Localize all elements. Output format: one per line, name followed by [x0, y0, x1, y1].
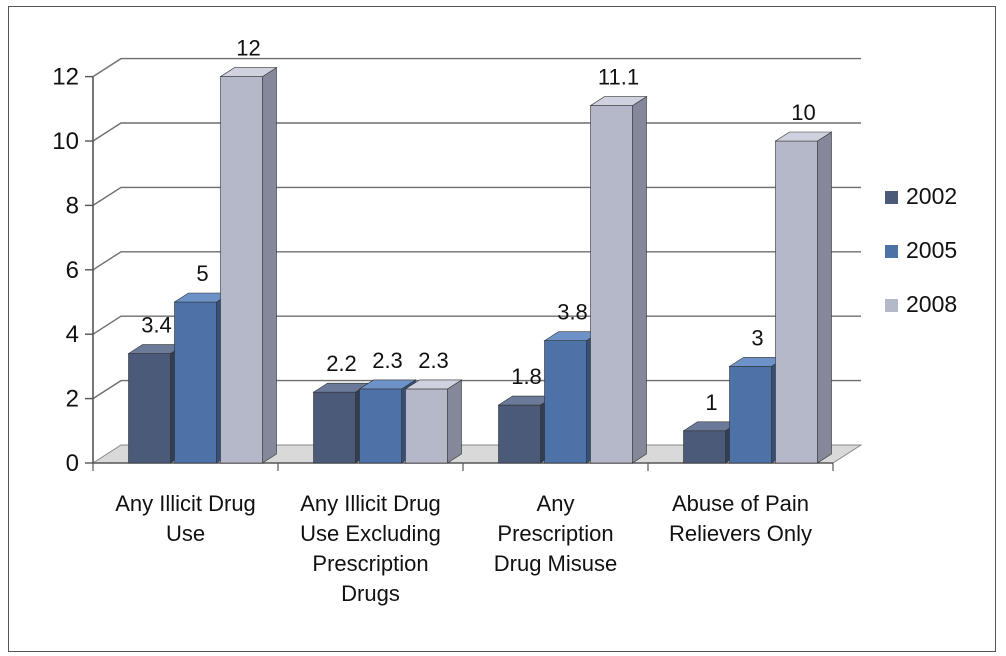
bar-top	[589, 96, 648, 106]
bar-2008-1	[404, 379, 463, 464]
y-tick-label: 12	[52, 64, 79, 91]
legend-swatch	[885, 191, 898, 204]
legend-item-2005: 2005	[885, 237, 957, 263]
y-tick-label: 0	[66, 450, 79, 477]
bar-front	[128, 353, 171, 464]
x-axis-categories: Any Illicit Drug Use Any Illicit Drug Use E…	[92, 463, 834, 606]
data-label: 5	[196, 261, 208, 286]
y-tick-label: 10	[52, 128, 79, 155]
data-label: 3.8	[557, 300, 588, 325]
bar-2008-0	[219, 67, 278, 464]
bar-2005-1	[358, 379, 417, 464]
bar-front	[544, 340, 587, 464]
bar-side	[817, 131, 832, 464]
category-label: Any Prescription Drug Misuse	[494, 491, 617, 576]
bar-2008-2	[589, 96, 648, 464]
y-tick-label: 6	[66, 257, 79, 284]
bar-front	[359, 388, 402, 464]
bar-front	[590, 105, 633, 464]
bar-front	[405, 388, 448, 464]
legend-item-2002: 2002	[885, 183, 957, 209]
y-tick-label: 8	[66, 192, 79, 219]
chart-frame: 0 2 4 6 8 10 12 3.4 2.2 1.8 1 5 2.3 3.8 3 12 2.3 11.1 10 …	[8, 6, 996, 652]
category-label: Any Illicit Drug Use Excluding Prescriptio…	[300, 491, 441, 606]
bar-2008-3	[774, 131, 833, 464]
bar-front	[729, 366, 772, 464]
data-label: 1.8	[511, 364, 542, 389]
category-label: Abuse of Pain Relievers Only	[669, 491, 812, 546]
bar-2002-1	[312, 382, 371, 464]
bar-front	[174, 301, 217, 464]
data-label: 2.2	[326, 351, 357, 376]
data-label: 12	[236, 36, 260, 61]
data-label: 11.1	[598, 65, 639, 90]
bar-side	[632, 96, 647, 464]
bars	[127, 67, 833, 464]
bar-front	[683, 430, 726, 464]
bar-side	[262, 67, 277, 464]
y-tick-label: 2	[66, 386, 79, 413]
bar-front	[498, 404, 541, 464]
legend-label: 2002	[906, 183, 957, 209]
gridline	[92, 57, 861, 78]
y-tick-label: 4	[66, 321, 79, 348]
legend-swatch	[885, 299, 898, 312]
data-label: 3.4	[141, 313, 172, 338]
legend-label: 2005	[906, 237, 957, 263]
gridline	[92, 186, 861, 206]
data-label: 1	[705, 390, 717, 415]
data-label: 10	[791, 100, 815, 125]
legend-label: 2008	[906, 291, 957, 317]
gridline	[92, 122, 861, 142]
bar-top	[404, 379, 463, 390]
data-labels: 3.4 2.2 1.8 1 5 2.3 3.8 3 12 2.3 11.1 10	[141, 36, 816, 415]
category-label: Any Illicit Drug Use	[115, 491, 256, 546]
data-label: 2.3	[372, 348, 403, 373]
bar-front	[775, 140, 818, 464]
data-label: 2.3	[418, 348, 449, 373]
legend-item-2008: 2008	[885, 291, 957, 317]
y-axis-ticks: 0 2 4 6 8 10 12	[52, 64, 93, 477]
legend: 2002 2005 2008	[885, 183, 957, 317]
bar-side	[447, 379, 462, 464]
legend-swatch	[885, 245, 898, 258]
bar-front	[220, 76, 263, 464]
bar-front	[313, 391, 356, 464]
bar-top	[219, 67, 278, 77]
data-label: 3	[751, 325, 763, 350]
bar-top	[358, 379, 417, 390]
bar-top	[774, 131, 833, 142]
y-axis-depth-line	[92, 58, 122, 78]
